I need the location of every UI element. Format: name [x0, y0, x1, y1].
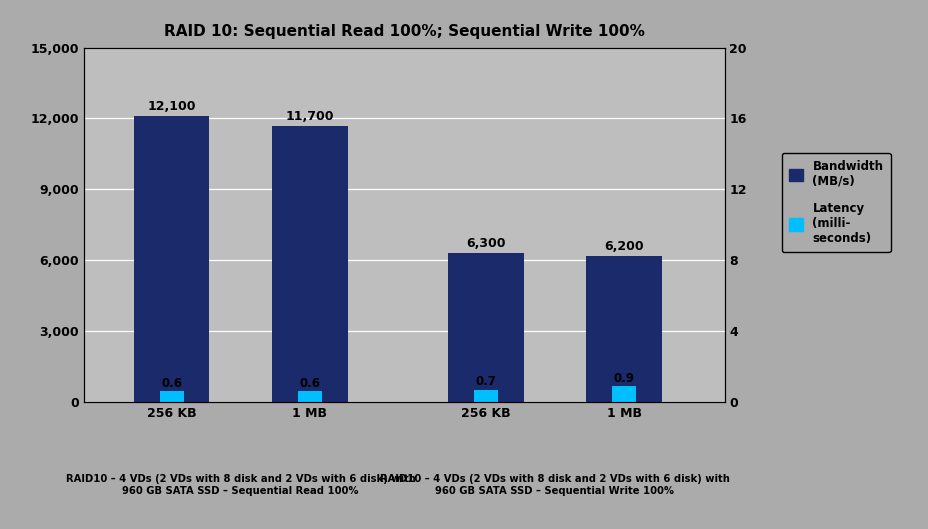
Text: 6,200: 6,200	[603, 240, 643, 253]
Text: RAID10 – 4 VDs (2 VDs with 8 disk and 2 VDs with 6 disk) with
960 GB SATA SSD – : RAID10 – 4 VDs (2 VDs with 8 disk and 2 …	[66, 475, 415, 496]
Text: RAID10 – 4 VDs (2 VDs with 8 disk and 2 VDs with 6 disk) with
960 GB SATA SSD – : RAID10 – 4 VDs (2 VDs with 8 disk and 2 …	[380, 475, 729, 496]
Bar	[473, 390, 497, 402]
Bar	[447, 253, 523, 402]
Text: 6,300: 6,300	[466, 238, 505, 250]
Bar	[298, 391, 322, 402]
Text: 0.6: 0.6	[299, 377, 320, 390]
Bar	[272, 125, 347, 402]
Text: 12,100: 12,100	[148, 101, 196, 113]
Text: 0.9: 0.9	[612, 372, 634, 385]
Title: RAID 10: Sequential Read 100%; Sequential Write 100%: RAID 10: Sequential Read 100%; Sequentia…	[163, 24, 644, 40]
Text: 11,700: 11,700	[285, 110, 334, 123]
Legend: Bandwidth
(MB/s), Latency
(milli-
seconds): Bandwidth (MB/s), Latency (milli- second…	[781, 153, 890, 252]
Text: 0.7: 0.7	[475, 375, 496, 388]
Bar	[134, 116, 209, 402]
Bar	[160, 391, 184, 402]
Bar	[586, 256, 661, 402]
Bar	[612, 386, 636, 402]
Text: 0.6: 0.6	[161, 377, 182, 390]
